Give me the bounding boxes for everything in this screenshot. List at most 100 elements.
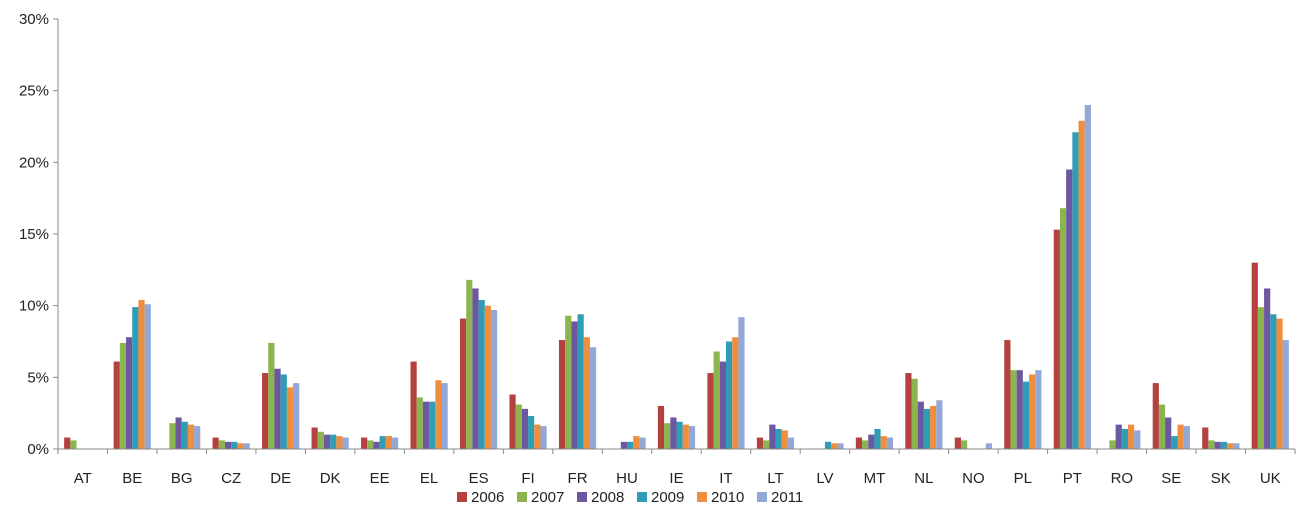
x-category-label: IT [719,470,732,487]
bar-lt-2011 [787,437,795,449]
bar-group-it [707,317,745,449]
bar-es-2007 [466,279,473,449]
bar-se-2011 [1183,426,1190,449]
bar-at-2006 [64,437,71,449]
bar-sk-2011 [1233,443,1240,449]
legend-label: 2011 [771,489,803,506]
legend-item-2011: 2011 [757,489,803,506]
bar-lt-2007 [763,440,770,449]
bar-ee-2007 [367,440,374,449]
bar-nl-2006 [905,373,912,449]
x-category-label: NO [962,470,985,487]
bar-bg-2009 [181,421,188,449]
bar-pt-2008 [1066,169,1073,449]
bar-pl-2008 [1016,370,1023,449]
legend-label: 2007 [531,489,564,506]
bar-el-2011 [441,383,448,449]
bar-group-cz [212,437,250,449]
bar-mt-2010 [880,436,887,449]
bar-lt-2008 [769,424,776,449]
bar-uk-2007 [1257,307,1265,449]
bar-pt-2009 [1072,132,1079,449]
x-category-label: AT [74,470,92,487]
bar-de-2010 [286,387,294,449]
x-category-label: HU [616,470,638,487]
bar-nl-2007 [911,378,918,449]
bar-group-pt [1053,105,1091,450]
bar-group-fr [558,314,597,449]
bar-fi-2011 [540,426,547,449]
bar-fr-2008 [571,321,578,449]
bar-series-group [64,105,1289,450]
bar-it-2008 [719,361,726,449]
y-tick-label: 25% [19,83,49,100]
bar-sk-2006 [1202,427,1209,449]
y-tick-label: 10% [19,298,49,315]
x-category-label: SK [1211,470,1231,487]
bar-el-2007 [416,397,423,449]
bar-lt-2006 [756,437,764,449]
legend-item-2008: 2008 [577,489,624,506]
bar-bg-2007 [169,423,176,449]
x-category-label: UK [1260,470,1281,487]
bar-sk-2008 [1214,441,1221,449]
bar-no-2011 [985,443,992,449]
x-category-label: FI [521,470,534,487]
bar-hu-2010 [633,436,640,449]
bar-bg-2011 [194,426,201,449]
bar-pl-2007 [1010,370,1017,449]
bar-group-sk [1202,427,1240,449]
bar-es-2008 [472,288,479,449]
legend-swatch [637,492,647,502]
bar-de-2009 [280,374,287,449]
bar-bg-2008 [175,417,182,449]
bar-fr-2009 [577,314,584,449]
bar-group-be [113,299,151,449]
bar-hu-2009 [627,441,634,449]
x-category-label: BG [171,470,193,487]
bar-ie-2010 [682,424,689,449]
x-category-label: PT [1063,470,1082,487]
bar-fi-2007 [515,404,522,449]
bar-group-lv [824,441,844,449]
bar-group-uk [1251,262,1289,449]
bar-ro-2009 [1121,428,1129,449]
bar-be-2006 [113,361,120,449]
bar-lv-2009 [824,441,832,449]
bar-el-2009 [429,401,436,449]
x-category-label: LT [767,470,783,487]
bar-mt-2007 [862,440,869,449]
x-category-label: CZ [221,470,241,487]
legend-swatch [577,492,587,502]
bar-lt-2010 [781,430,788,449]
bar-mt-2011 [886,437,894,449]
bar-ee-2011 [392,437,399,449]
bar-lv-2010 [831,443,838,449]
x-category-label: SE [1161,470,1181,487]
legend-swatch [517,492,527,502]
bar-es-2006 [459,318,467,449]
bar-group-es [459,279,498,449]
x-category-label: EL [420,470,438,487]
bar-se-2008 [1165,417,1172,449]
bar-group-pl [1004,340,1042,449]
bar-pt-2010 [1078,120,1085,450]
x-category-label: RO [1111,470,1134,487]
bar-uk-2008 [1264,288,1271,449]
bar-at-2007 [70,440,77,449]
legend-item-2010: 2010 [697,489,744,506]
bar-ie-2007 [664,423,671,449]
bar-uk-2009 [1270,314,1277,449]
bar-nl-2010 [930,406,937,449]
bar-group-mt [855,428,894,449]
bar-bg-2010 [187,424,195,449]
bar-fi-2006 [509,394,516,449]
bar-pt-2011 [1084,105,1091,449]
bar-mt-2006 [855,437,863,449]
bar-lv-2011 [837,443,844,449]
bar-dk-2007 [317,431,324,449]
bar-group-lt [756,424,795,449]
bar-fi-2009 [528,416,535,449]
x-category-label: EE [370,470,390,487]
bar-pl-2010 [1029,374,1036,449]
